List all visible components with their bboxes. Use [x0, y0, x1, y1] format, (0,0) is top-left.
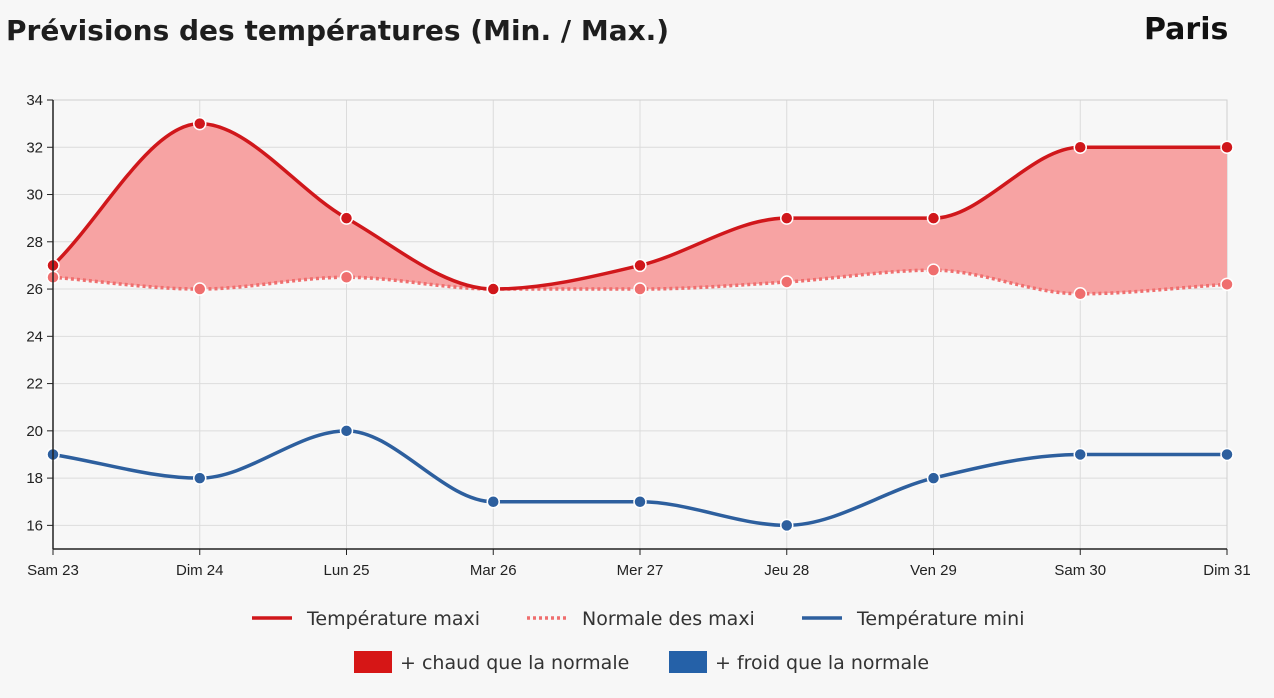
legend-swatch-label: + chaud que la normale [400, 652, 629, 674]
y-tick-label: 30 [26, 187, 43, 204]
y-tick-label: 32 [26, 139, 43, 156]
point-temperature-mini [1073, 447, 1087, 462]
point-temperature-maxi [633, 258, 647, 273]
y-tick-label: 20 [26, 423, 43, 440]
x-tick-label: Mar 26 [470, 562, 517, 579]
point-temperature-maxi [1073, 140, 1087, 155]
point-normale-des-maxi [633, 282, 647, 296]
point-temperature-maxi [926, 211, 941, 225]
legend-label: Normale des maxi [582, 608, 755, 630]
y-tick-label: 34 [26, 92, 43, 109]
x-tick-label: Lun 25 [324, 562, 370, 579]
legend-swatch-warmer [354, 651, 392, 673]
point-temperature-maxi [780, 211, 794, 225]
city-name: Paris [1144, 12, 1229, 47]
x-tick-label: Dim 24 [176, 562, 224, 579]
point-temperature-mini [193, 471, 207, 485]
point-normale-des-maxi [780, 275, 794, 289]
point-normale-des-maxi [339, 270, 354, 284]
y-tick-label: 26 [26, 281, 43, 298]
legend-label: Température maxi [306, 608, 480, 630]
point-normale-des-maxi [1073, 287, 1087, 301]
point-normale-des-maxi [1220, 277, 1234, 292]
chart-title: Prévisions des températures (Min. / Max.… [6, 14, 670, 47]
point-normale-des-maxi [193, 282, 207, 296]
legend-swatch-colder [669, 651, 707, 673]
point-normale-des-maxi [926, 263, 941, 277]
x-tick-label: Sam 23 [27, 562, 79, 579]
y-tick-label: 24 [26, 328, 43, 345]
x-tick-label: Ven 29 [910, 562, 957, 579]
x-tick-label: Sam 30 [1054, 562, 1106, 579]
x-tick-label: Dim 31 [1203, 562, 1251, 579]
x-tick-label: Mer 27 [617, 562, 664, 579]
x-tick-label: Jeu 28 [764, 562, 809, 579]
point-temperature-mini [926, 471, 941, 485]
point-temperature-mini [486, 494, 500, 509]
y-tick-label: 18 [26, 470, 43, 487]
y-tick-label: 16 [26, 517, 43, 534]
point-temperature-mini [339, 424, 354, 438]
warmer-area [53, 123, 1227, 294]
y-tick-label: 22 [26, 376, 43, 393]
point-temperature-maxi [193, 116, 207, 131]
point-temperature-maxi [339, 211, 354, 225]
point-temperature-mini [633, 494, 647, 509]
legend-label: Température mini [856, 608, 1025, 630]
point-temperature-maxi [1220, 140, 1234, 155]
point-temperature-mini [780, 518, 794, 533]
y-tick-label: 28 [26, 234, 43, 251]
legend-swatch-label: + froid que la normale [715, 652, 929, 674]
point-temperature-mini [1220, 447, 1234, 462]
point-temperature-maxi [486, 282, 500, 296]
